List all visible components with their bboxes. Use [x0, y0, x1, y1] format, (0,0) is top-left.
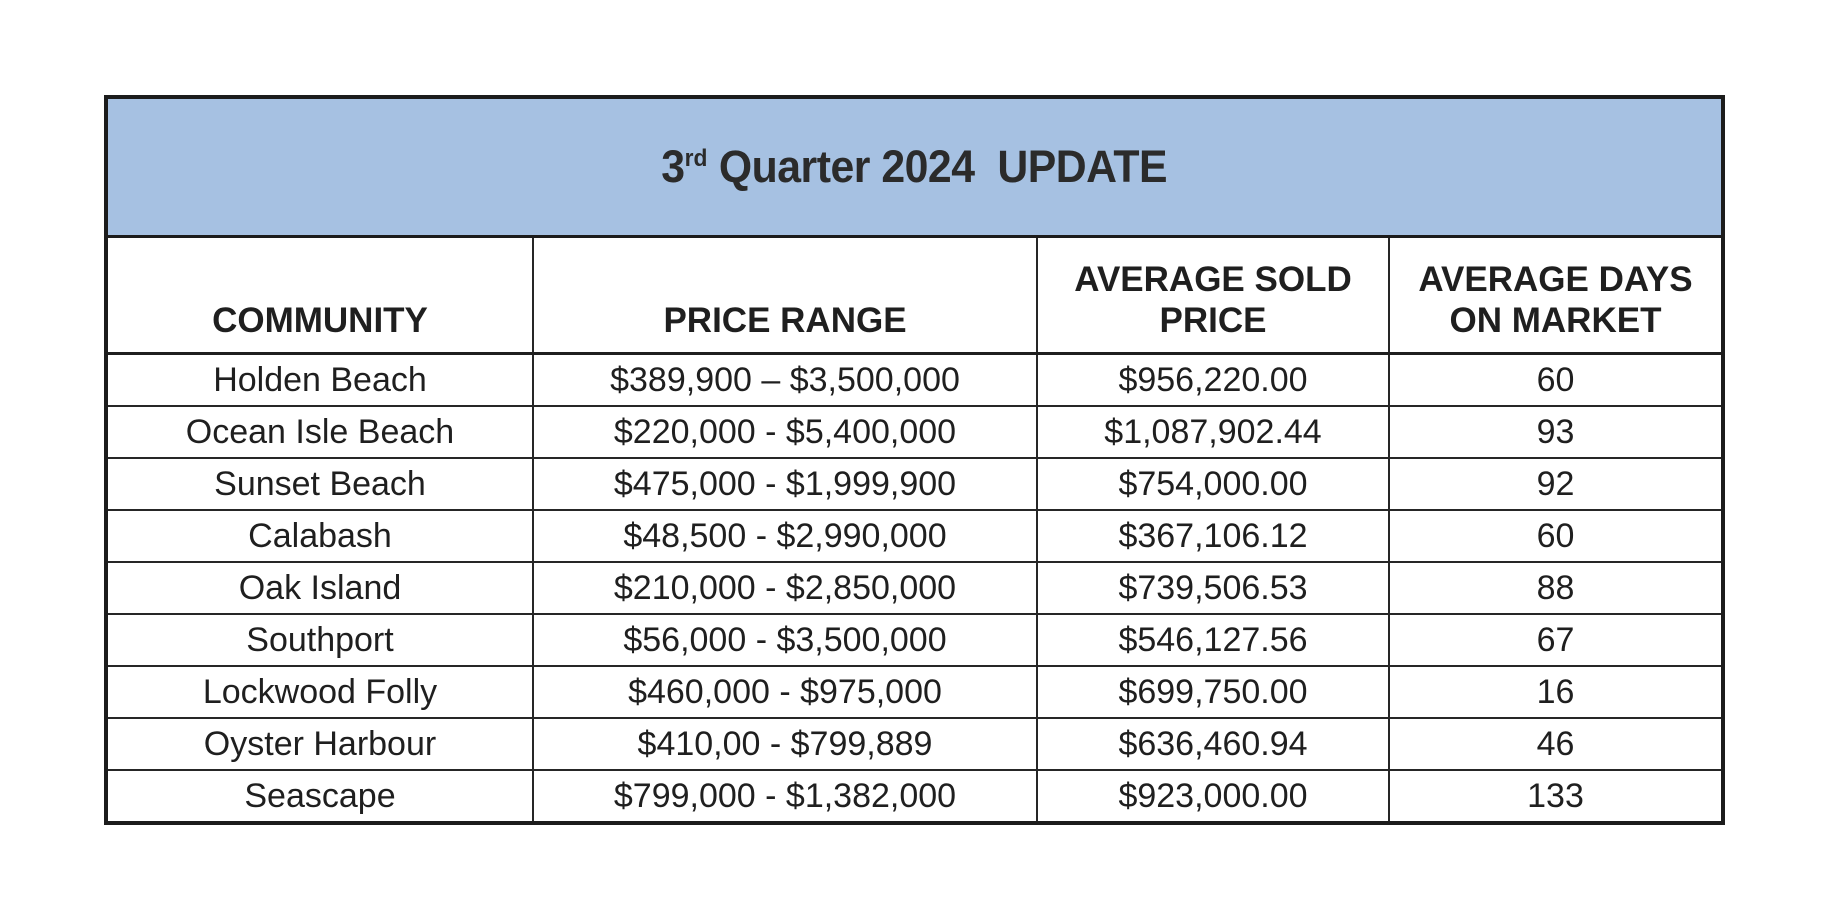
- cell-average-days-on-market: 46: [1388, 717, 1724, 771]
- cell-price-range: $389,900 – $3,500,000: [532, 352, 1038, 407]
- cell-price-range: $475,000 - $1,999,900: [532, 457, 1038, 511]
- cell-average-days-on-market: 133: [1388, 769, 1724, 824]
- column-header-price-range: PRICE RANGE: [532, 235, 1038, 355]
- cell-community: Calabash: [105, 509, 534, 563]
- quarterly-update-table: 3rd Quarter 2024 UPDATE COMMUNITY PRICE …: [104, 95, 1725, 825]
- cell-community: Oak Island: [105, 561, 534, 615]
- cell-price-range: $56,000 - $3,500,000: [532, 613, 1038, 667]
- cell-price-range: $220,000 - $5,400,000: [532, 405, 1038, 459]
- cell-average-days-on-market: 60: [1388, 352, 1724, 407]
- table-row-oyster-harbour: Oyster Harbour $410,00 - $799,889 $636,4…: [105, 717, 1724, 771]
- title-number: 3: [661, 141, 686, 192]
- cell-community: Holden Beach: [105, 352, 534, 407]
- cell-average-days-on-market: 92: [1388, 457, 1724, 511]
- cell-community: Oyster Harbour: [105, 717, 534, 771]
- cell-average-days-on-market: 67: [1388, 613, 1724, 667]
- cell-average-days-on-market: 93: [1388, 405, 1724, 459]
- column-header-average-sold-line2: PRICE: [1159, 301, 1267, 341]
- cell-price-range: $799,000 - $1,382,000: [532, 769, 1038, 824]
- cell-average-sold-price: $367,106.12: [1036, 509, 1390, 563]
- table-row-calabash: Calabash $48,500 - $2,990,000 $367,106.1…: [105, 509, 1724, 563]
- column-header-price-range-label: PRICE RANGE: [663, 301, 907, 341]
- cell-community: Southport: [105, 613, 534, 667]
- column-header-average-days-line1: AVERAGE DAYS: [1418, 260, 1693, 300]
- column-header-average-days-line2: ON MARKET: [1449, 301, 1662, 341]
- column-header-average-sold-price: AVERAGE SOLD PRICE: [1036, 235, 1390, 355]
- page-title: 3rd Quarter 2024 UPDATE: [662, 141, 1168, 193]
- header-row: COMMUNITY PRICE RANGE AVERAGE SOLD PRICE…: [105, 235, 1724, 355]
- table-row-ocean-isle-beach: Ocean Isle Beach $220,000 - $5,400,000 $…: [105, 405, 1724, 459]
- column-header-average-sold-line1: AVERAGE SOLD: [1074, 260, 1352, 300]
- cell-community: Seascape: [105, 769, 534, 824]
- cell-average-sold-price: $923,000.00: [1036, 769, 1390, 824]
- table-row-oak-island: Oak Island $210,000 - $2,850,000 $739,50…: [105, 561, 1724, 615]
- column-header-community: COMMUNITY: [105, 235, 534, 355]
- column-header-average-days-on-market: AVERAGE DAYS ON MARKET: [1388, 235, 1724, 355]
- cell-price-range: $410,00 - $799,889: [532, 717, 1038, 771]
- cell-price-range: $48,500 - $2,990,000: [532, 509, 1038, 563]
- cell-average-sold-price: $1,087,902.44: [1036, 405, 1390, 459]
- cell-community: Sunset Beach: [105, 457, 534, 511]
- title-rest: Quarter 2024 UPDATE: [707, 141, 1168, 192]
- column-header-community-label: COMMUNITY: [212, 301, 428, 341]
- table-row-seascape: Seascape $799,000 - $1,382,000 $923,000.…: [105, 769, 1724, 824]
- table-row-lockwood-folly: Lockwood Folly $460,000 - $975,000 $699,…: [105, 665, 1724, 719]
- title-ordinal-superscript: rd: [684, 145, 708, 172]
- table-row-sunset-beach: Sunset Beach $475,000 - $1,999,900 $754,…: [105, 457, 1724, 511]
- cell-price-range: $210,000 - $2,850,000: [532, 561, 1038, 615]
- table-row-holden-beach: Holden Beach $389,900 – $3,500,000 $956,…: [105, 352, 1724, 407]
- cell-average-sold-price: $699,750.00: [1036, 665, 1390, 719]
- cell-average-sold-price: $636,460.94: [1036, 717, 1390, 771]
- cell-average-sold-price: $739,506.53: [1036, 561, 1390, 615]
- cell-price-range: $460,000 - $975,000: [532, 665, 1038, 719]
- cell-average-sold-price: $754,000.00: [1036, 457, 1390, 511]
- title-cell: 3rd Quarter 2024 UPDATE: [105, 96, 1724, 238]
- title-row: 3rd Quarter 2024 UPDATE: [105, 96, 1724, 238]
- cell-community: Ocean Isle Beach: [105, 405, 534, 459]
- cell-community: Lockwood Folly: [105, 665, 534, 719]
- table-row-southport: Southport $56,000 - $3,500,000 $546,127.…: [105, 613, 1724, 667]
- cell-average-sold-price: $546,127.56: [1036, 613, 1390, 667]
- cell-average-days-on-market: 88: [1388, 561, 1724, 615]
- cell-average-sold-price: $956,220.00: [1036, 352, 1390, 407]
- cell-average-days-on-market: 60: [1388, 509, 1724, 563]
- cell-average-days-on-market: 16: [1388, 665, 1724, 719]
